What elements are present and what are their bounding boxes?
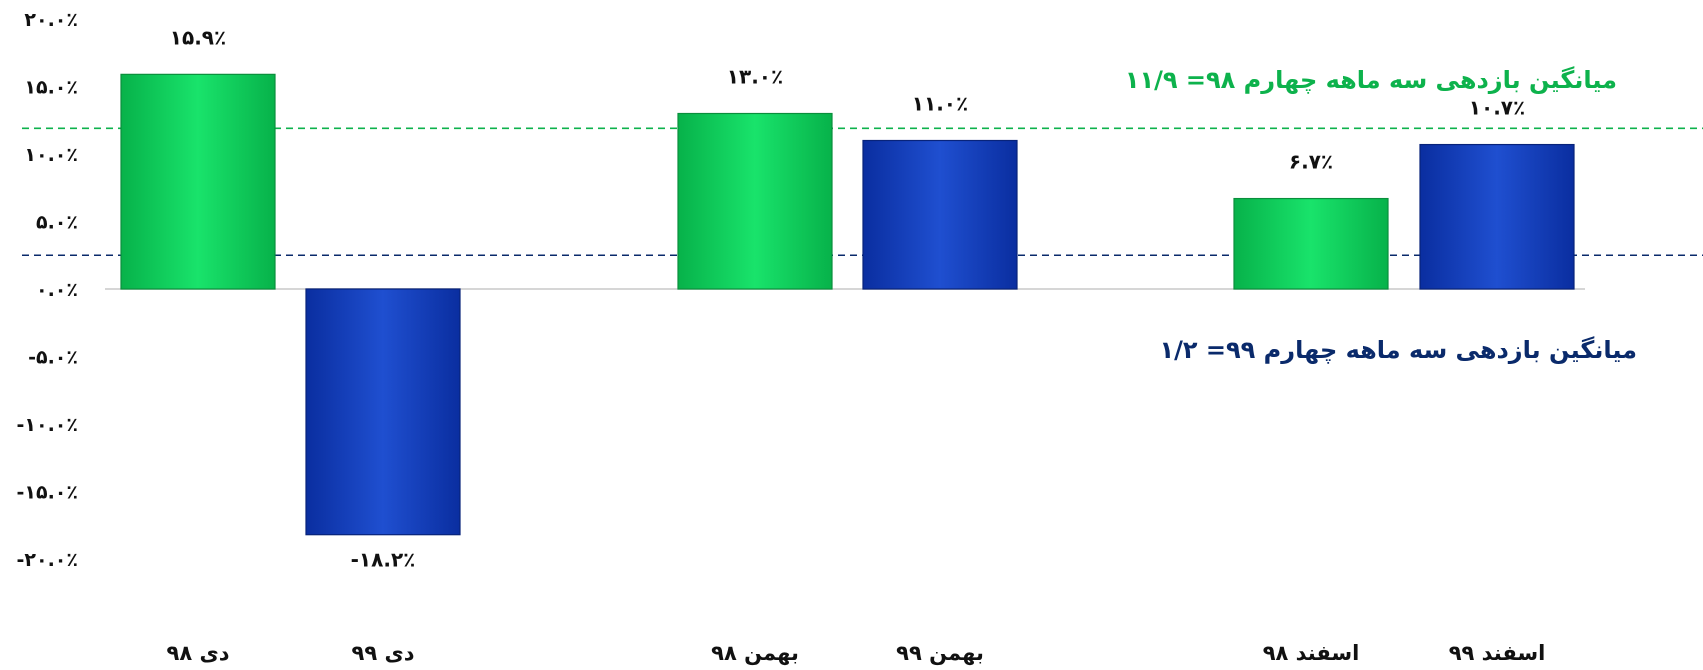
category-label: بهمن ۹۸ — [711, 641, 799, 665]
reference-line-notes: میانگین بازدهی سه ماهه چهارم ۹۸= ۱۱/۹ میا… — [1125, 66, 1637, 364]
y-tick-label: ۱۰.۰٪ — [24, 144, 78, 166]
category-label: دی ۹۹ — [352, 641, 415, 665]
y-tick-label: -۵.۰٪ — [28, 347, 78, 369]
y-tick-label: ۵.۰٪ — [36, 212, 78, 234]
data-labels: ۱۵.۹٪ -۱۸.۲٪ ۱۳.۰٪ ۱۱.۰٪ ۶.۷٪ ۱۰.۷٪ — [170, 25, 1525, 571]
category-label: بهمن ۹۹ — [896, 641, 984, 665]
category-label: اسفند ۹۸ — [1263, 641, 1360, 665]
y-tick-label: ۰.۰٪ — [36, 279, 78, 301]
y-tick-label: -۱۰.۰٪ — [17, 414, 79, 436]
y-tick-label: -۱۵.۰٪ — [17, 482, 79, 504]
y-tick-label: ۱۵.۰٪ — [24, 77, 78, 99]
value-label: ۱۳.۰٪ — [727, 65, 783, 89]
value-label: ۱۰.۷٪ — [1469, 96, 1525, 120]
y-tick-label: -۲۰.۰٪ — [17, 549, 79, 571]
bar-2 — [677, 112, 833, 290]
avg-note-avg98: میانگین بازدهی سه ماهه چهارم ۹۸= ۱۱/۹ — [1125, 66, 1617, 94]
bar-4 — [1233, 197, 1389, 290]
bar-1 — [305, 288, 461, 536]
bar-5 — [1419, 143, 1575, 290]
value-label: ۶.۷٪ — [1289, 150, 1333, 174]
value-label: ۱۱.۰٪ — [912, 92, 968, 116]
category-label: دی ۹۸ — [167, 641, 230, 665]
bar-series — [120, 73, 1575, 536]
bar-0 — [120, 73, 276, 290]
bar-3 — [862, 139, 1018, 290]
category-label: اسفند ۹۹ — [1449, 641, 1546, 665]
category-labels: دی ۹۸ دی ۹۹ بهمن ۹۸ بهمن ۹۹ اسفند ۹۸ اسفند ۹۹ — [167, 641, 1546, 665]
y-tick-label: ۲۰.۰٪ — [24, 9, 78, 31]
value-label: ۱۵.۹٪ — [170, 25, 226, 49]
avg-note-avg99: میانگین بازدهی سه ماهه چهارم ۹۹= ۱/۲ — [1160, 336, 1638, 364]
value-label: -۱۸.۲٪ — [351, 548, 416, 572]
